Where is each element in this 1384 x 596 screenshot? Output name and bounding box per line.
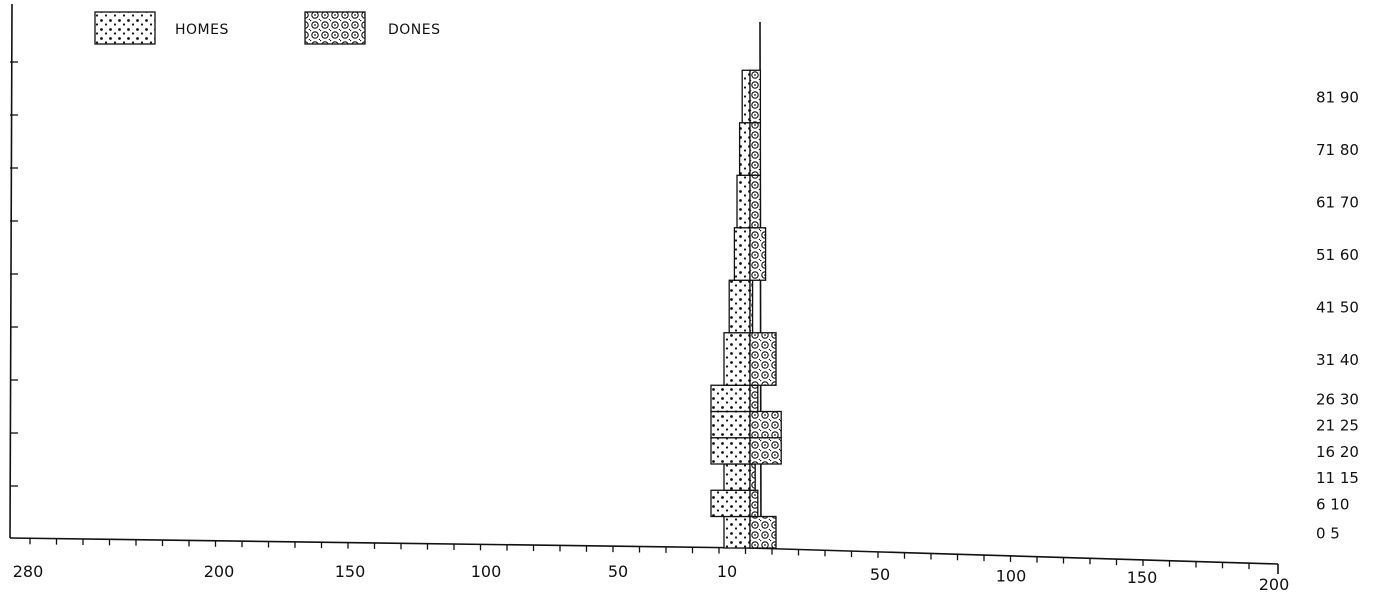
bar-dones — [749, 410, 782, 439]
legend: HOMES DONES — [94, 11, 441, 45]
bar-homes — [710, 410, 751, 439]
x-tick-label-left: 50 — [608, 562, 628, 581]
bar-dones — [749, 463, 756, 491]
bar-homes — [710, 384, 751, 413]
bar-homes — [728, 279, 751, 334]
x-tick-label-right: 200 — [1259, 575, 1290, 594]
bar-homes — [723, 332, 751, 386]
bar-homes — [723, 463, 751, 491]
bar-dones — [749, 384, 759, 413]
legend-swatch-homes — [94, 11, 156, 45]
x-tick-label-right: 50 — [870, 565, 890, 584]
x-tick-label-left: 10 — [717, 562, 737, 581]
x-tick-label-right: 150 — [1127, 568, 1158, 587]
age-group-label: 31 40 — [1316, 351, 1359, 369]
x-axis-left — [9, 537, 751, 549]
age-group-label: 51 60 — [1316, 246, 1359, 264]
age-group-label: 11 15 — [1316, 469, 1359, 487]
bar-homes — [733, 227, 751, 281]
age-group-label: 0 5 — [1316, 524, 1340, 542]
legend-label-dones: DONES — [388, 22, 441, 38]
x-tick-label-left: 280 — [13, 562, 44, 581]
bar-dones — [749, 227, 767, 281]
bars — [710, 69, 782, 549]
age-group-label: 16 20 — [1316, 443, 1359, 461]
bar-homes — [710, 489, 751, 518]
bar-homes — [738, 122, 751, 176]
bar-dones — [749, 122, 762, 176]
x-axis-right — [749, 547, 1279, 565]
x-tick-label-right: 100 — [996, 567, 1027, 586]
legend-label-homes: HOMES — [175, 22, 229, 38]
age-group-label: 71 80 — [1316, 141, 1359, 159]
bar-homes — [741, 69, 751, 124]
age-group-label: 61 70 — [1316, 194, 1359, 212]
bar-dones — [749, 174, 762, 229]
age-group-label: 81 90 — [1316, 89, 1359, 107]
bar-homes — [736, 174, 751, 229]
x-tick-label-left: 100 — [471, 562, 502, 581]
left-vertical-axis — [9, 3, 13, 539]
bar-dones — [749, 279, 754, 334]
bar-homes — [723, 515, 751, 549]
bar-dones — [749, 489, 759, 518]
age-group-label: 26 30 — [1316, 390, 1359, 408]
age-group-label: 6 10 — [1316, 495, 1349, 513]
legend-swatch-dones — [304, 11, 366, 45]
bar-dones — [749, 437, 782, 465]
age-group-label: 41 50 — [1316, 299, 1359, 317]
bar-dones — [749, 515, 777, 549]
bar-dones — [749, 69, 762, 124]
age-group-label: 21 25 — [1316, 417, 1359, 435]
axes — [9, 3, 1279, 574]
bar-dones — [749, 332, 777, 386]
x-tick-label-left: 150 — [335, 562, 366, 581]
bar-homes — [710, 437, 751, 465]
tick-labels: 280 200 150 100 50 10 50 100 150 200 0 5 6 10 11 15 1… — [13, 89, 1359, 595]
x-tick-label-left: 200 — [204, 562, 235, 581]
